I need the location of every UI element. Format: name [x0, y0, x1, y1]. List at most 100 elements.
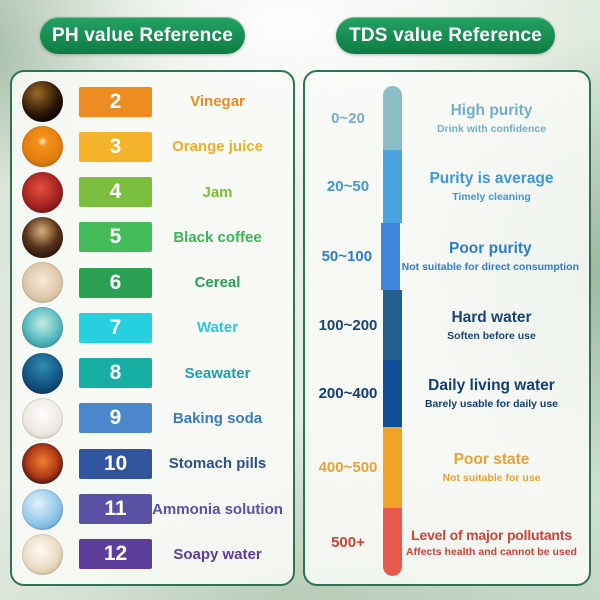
tds-title: High purity [450, 101, 533, 119]
ph-value-box: 5 [79, 222, 152, 253]
tds-title: Daily living water [428, 377, 555, 394]
tds-row: 100~200 Hard water Soften before use [313, 290, 581, 360]
ph-value-box: 8 [79, 358, 152, 389]
water-photo [22, 307, 63, 349]
vinegar-photo [22, 81, 63, 123]
tds-panel-title-pill: TDS value Reference [336, 17, 555, 54]
tds-subtitle: Barely usable for daily use [424, 398, 559, 410]
tds-bar-segment [383, 360, 402, 427]
ph-value-box: 9 [79, 403, 152, 434]
ph-value-box: 4 [79, 177, 152, 208]
baking-soda-photo [22, 397, 63, 439]
ph-example-label: Ammonia solution [152, 500, 283, 518]
ph-row: 8 Seawater [22, 351, 283, 396]
tds-description: Daily living water Barely usable for dail… [402, 377, 581, 410]
tds-bar-segment [383, 508, 402, 576]
tds-bar-cell [383, 150, 402, 223]
ph-row: 2 Vinegar [22, 79, 283, 124]
ph-row: 4 Jam [22, 170, 283, 215]
tds-bar-cell [383, 427, 402, 508]
ph-value-box: 12 [79, 539, 152, 570]
tds-bar-segment [383, 290, 402, 360]
ph-row: 9 Baking soda [22, 396, 283, 441]
tds-title: Purity is average [429, 170, 554, 187]
tds-description: Poor purity Not suitable for direct consu… [400, 240, 581, 273]
ammonia-solution-photo [22, 488, 63, 530]
tds-bar-segment [383, 427, 402, 508]
orange-juice-photo [22, 126, 63, 168]
tds-range-label: 0~20 [331, 109, 365, 127]
ph-value-box: 6 [79, 267, 152, 298]
ph-row: 12 Soapy water [22, 532, 283, 577]
tds-description: Hard water Soften before use [402, 309, 581, 342]
tds-bar-cell [383, 360, 402, 427]
tds-bar-cell [383, 508, 402, 576]
ph-example-label: Orange juice [172, 138, 263, 156]
ph-panel-title-pill: PH value Reference [40, 17, 245, 54]
tds-description: Level of major pollutants Affects health … [402, 527, 581, 558]
ph-row: 5 Black coffee [22, 215, 283, 260]
stomach-pills-photo [22, 443, 63, 485]
tds-panel-title: TDS value Reference [349, 24, 542, 46]
tds-bar-segment [383, 86, 402, 150]
tds-row: 400~500 Poor state Not suitable for use [313, 427, 581, 508]
ph-example-label: Jam [202, 183, 233, 201]
tds-subtitle: Timely cleaning [452, 191, 531, 203]
ph-value-box: 2 [79, 86, 152, 117]
tds-bar-segment [383, 150, 402, 223]
tds-row: 200~400 Daily living water Barely usable f… [313, 360, 581, 427]
tds-range-label: 100~200 [318, 316, 378, 334]
tds-range-label: 400~500 [318, 459, 378, 476]
ph-row: 6 Cereal [22, 260, 283, 305]
ph-row: 10 Stomach pills [22, 441, 283, 486]
tds-row: 50~100 Poor purity Not suitable for direct… [313, 223, 581, 290]
tds-range-label: 500+ [331, 533, 365, 551]
tds-range-label: 200~400 [318, 385, 378, 402]
ph-example-label: Cereal [194, 274, 241, 292]
ph-rows: 2 Vinegar 3 Orange juice 4 Jam 5 Black coffee 6 C… [12, 72, 293, 584]
ph-panel-title: PH value Reference [51, 24, 234, 46]
ph-row: 11 Ammonia solution [22, 486, 283, 531]
tds-bar-segment [380, 223, 400, 290]
ph-example-label: Baking soda [172, 409, 263, 427]
ph-example-label: Seawater [184, 364, 251, 382]
tds-subtitle: Soften before use [447, 329, 536, 342]
seawater-photo [22, 352, 63, 394]
soapy-water-photo [22, 533, 63, 575]
ph-row: 3 Orange juice [22, 124, 283, 169]
ph-example-label: Soapy water [173, 545, 262, 563]
tds-row: 0~20 High purity Drink with confidence [313, 86, 581, 150]
ph-example-label: Water [196, 319, 239, 337]
tds-range-label: 20~50 [326, 178, 370, 195]
ph-value-box: 10 [79, 448, 152, 479]
tds-row: 20~50 Purity is average Timely cleaning [313, 150, 581, 223]
tds-description: Poor state Not suitable for use [402, 451, 581, 484]
tds-bar-cell [380, 223, 400, 290]
jam-photo [22, 171, 63, 213]
tds-title: Poor state [453, 451, 530, 468]
tds-subtitle: Not suitable for use [442, 472, 541, 484]
tds-range-label: 50~100 [321, 248, 373, 265]
tds-reference-card: 0~20 High purity Drink with confidence 20~5… [303, 70, 591, 586]
tds-rows: 0~20 High purity Drink with confidence 20~5… [305, 72, 589, 584]
tds-subtitle: Not suitable for direct consumption [401, 261, 579, 273]
tds-bar-cell [383, 86, 402, 150]
tds-description: Purity is average Timely cleaning [402, 170, 581, 203]
tds-title: Poor purity [448, 240, 532, 257]
ph-value-box: 3 [79, 131, 152, 162]
tds-bar-cell [383, 290, 402, 360]
tds-description: High purity Drink with confidence [402, 102, 581, 135]
cereal-photo [22, 262, 63, 304]
tds-subtitle: Affects health and cannot be used [406, 545, 577, 558]
tds-row: 500+ Level of major pollutants Affects hea… [313, 508, 581, 576]
ph-example-label: Stomach pills [168, 455, 267, 473]
ph-value-box: 7 [79, 312, 152, 343]
ph-reference-card: 2 Vinegar 3 Orange juice 4 Jam 5 Black coffee 6 C… [10, 70, 295, 586]
ph-example-label: Vinegar [190, 93, 245, 111]
tds-subtitle: Drink with confidence [436, 122, 547, 135]
ph-value-box: 11 [79, 494, 152, 525]
ph-example-label: Black coffee [173, 228, 262, 246]
tds-title: Level of major pollutants [411, 526, 572, 543]
black-coffee-photo [22, 216, 63, 258]
